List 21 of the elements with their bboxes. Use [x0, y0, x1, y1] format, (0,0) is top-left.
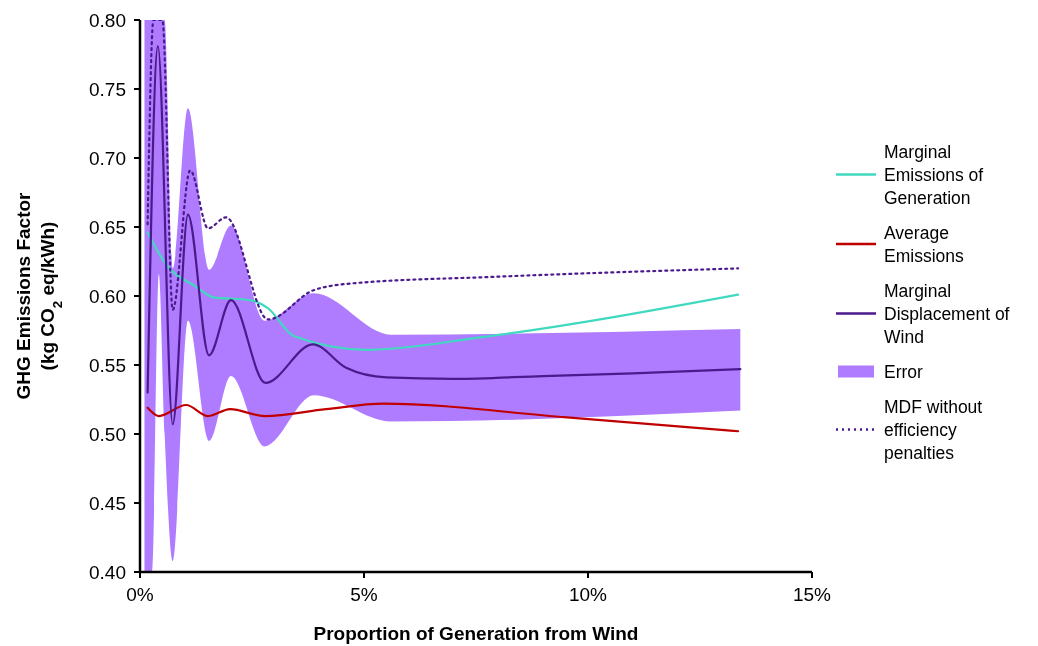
y-tick-label: 0.70 — [89, 147, 126, 169]
line-series — [146, 231, 740, 351]
y-tick-label: 0.45 — [89, 492, 126, 514]
y-tick-label: 0.65 — [89, 216, 126, 238]
y-tick-label: 0.60 — [89, 285, 126, 307]
y-tick-label: 0.55 — [89, 354, 126, 376]
y-tick-label: 0.75 — [89, 78, 126, 100]
legend-label: Marginal Emissions of Generation — [884, 142, 984, 208]
legend-label: MDF without efficiency penalties — [884, 397, 983, 463]
legend-label: Error — [884, 362, 924, 382]
x-axis-title: Proportion of Generation from Wind — [313, 623, 639, 644]
x-tick-label: 10% — [568, 584, 608, 605]
x-tick-label: 15% — [792, 584, 832, 605]
x-tick-label: 0% — [126, 584, 154, 605]
legend-label: Marginal Displacement of Wind — [884, 281, 1010, 347]
y-tick-label: 0.80 — [89, 9, 126, 31]
legend-label: Average Emissions — [884, 223, 964, 266]
y-tick-label: 0.50 — [89, 423, 126, 445]
x-tick-label: 5% — [350, 584, 378, 605]
y-tick-label: 0.40 — [89, 561, 126, 583]
line-series — [146, 402, 740, 433]
